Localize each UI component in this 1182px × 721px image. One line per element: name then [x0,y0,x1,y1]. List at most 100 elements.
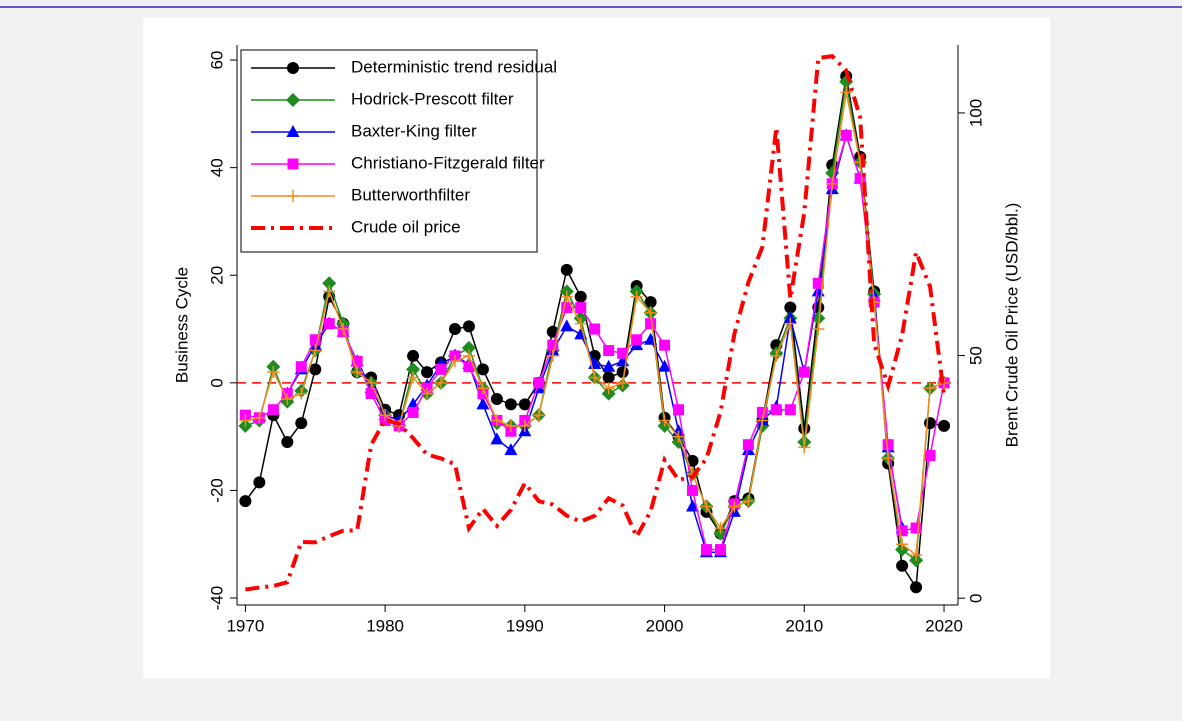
y-tick-label: 40 [207,158,226,177]
marker [588,371,601,384]
series-line [245,54,947,592]
marker [658,359,672,372]
marker [589,323,601,335]
legend-label: Butterworthfilter [351,185,470,204]
marker [854,172,866,184]
marker [910,581,923,594]
marker [882,439,894,451]
marker [686,454,699,467]
marker [910,522,922,534]
x-tick-label: 1990 [506,616,544,635]
x-tick-label: 1980 [366,616,404,635]
y-tick-label: 60 [207,51,226,70]
marker [463,361,475,373]
x-tick-label: 2010 [785,616,823,635]
marker [938,419,951,432]
marker [287,190,299,202]
series [239,86,951,561]
marker [448,355,461,368]
marker [714,522,727,535]
marker [602,359,616,372]
marker [295,361,307,373]
marker [840,86,853,99]
marker [267,404,279,416]
marker [407,406,419,418]
marker [700,500,713,513]
marker [560,319,574,332]
marker [421,387,434,400]
marker [476,382,489,395]
marker [924,382,937,395]
marker [518,398,531,411]
y2-tick-label: 100 [966,99,985,127]
legend-box [240,49,538,253]
marker [365,388,377,400]
marker [309,344,322,357]
marker [644,296,657,309]
marker [784,404,796,416]
y2-axis-label: Brent Crude Oil Price (USD/bbl.) [1002,203,1021,448]
marker [812,277,824,289]
marker [616,366,629,379]
chart: 1970 1980 1990 2000 2010 2020 -40 -20 0 20 40 60 0 50… [172,45,1021,635]
marker [700,544,712,556]
marker [462,320,475,333]
marker [533,377,545,389]
marker [896,559,909,572]
y2-tick-label: 50 [966,346,985,365]
marker [798,441,811,454]
marker [631,334,643,346]
marker [490,414,503,427]
marker [882,452,895,465]
marker [281,436,294,449]
marker [896,538,909,551]
marker [295,417,308,430]
marker [756,414,769,427]
marker [323,285,336,298]
marker [239,414,252,427]
marker [309,334,321,346]
marker [798,366,810,378]
marker [561,302,573,314]
marker [672,430,685,443]
marker [603,345,615,357]
marker [476,363,489,376]
marker [616,376,629,389]
marker [658,414,671,427]
marker [351,366,364,379]
marker [756,406,768,418]
legend-label: Crude oil price [351,217,461,236]
legend-label: Christiano-Fitzgerald filter [351,153,545,172]
marker [728,500,741,513]
marker [435,363,447,375]
y-tick-label: -20 [207,478,226,503]
y-tick-label: 0 [207,378,226,387]
marker [286,125,300,137]
marker [742,439,754,451]
marker [714,544,726,556]
marker [309,363,322,376]
x-tick-label: 1970 [226,616,264,635]
marker [518,419,531,432]
marker [281,392,294,405]
marker [407,349,420,362]
marker [560,290,573,303]
y2-tick-label: 0 [966,593,985,602]
marker [686,499,700,512]
x-tick-label: 2000 [646,616,684,635]
marker [673,404,685,416]
marker [504,443,518,456]
marker [644,306,657,319]
marker [617,347,629,359]
marker [287,62,299,74]
marker [826,177,839,190]
marker [295,387,308,400]
marker [687,484,699,496]
marker [532,409,545,422]
marker [421,366,434,379]
marker [476,397,490,410]
marker [406,362,421,377]
marker [547,339,559,351]
marker [365,376,378,389]
marker [602,371,615,384]
